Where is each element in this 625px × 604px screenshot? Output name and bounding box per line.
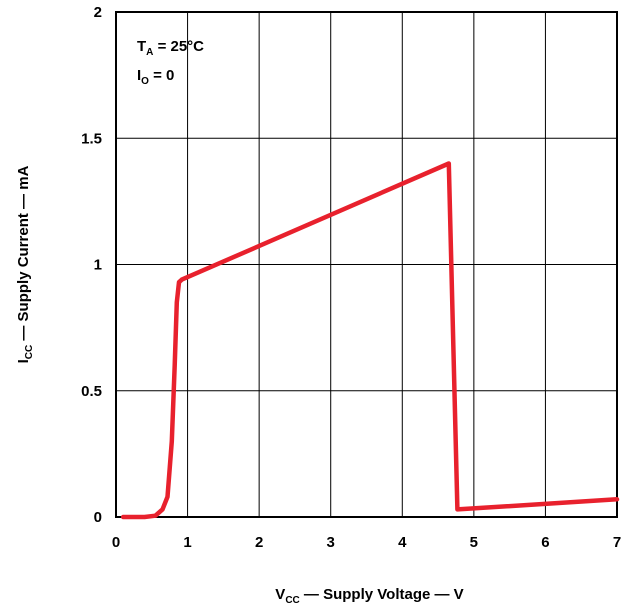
grid bbox=[115, 11, 618, 518]
x-tick-label: 4 bbox=[398, 534, 407, 551]
x-tick-label: 3 bbox=[327, 534, 335, 551]
x-tick-label: 2 bbox=[255, 534, 263, 551]
y-tick-label: 1.5 bbox=[81, 130, 102, 147]
y-tick-label: 2 bbox=[94, 4, 102, 21]
y-axis-label: ICC — Supply Current — mA bbox=[15, 165, 35, 363]
x-tick-label: 1 bbox=[183, 534, 191, 551]
x-tick-labels: 0 1 2 3 4 5 6 7 bbox=[112, 534, 621, 551]
y-tick-label: 0 bbox=[94, 509, 102, 526]
annotations: TA = 25°C IO = 0 bbox=[137, 38, 204, 87]
y-tick-labels: 0 0.5 1 1.5 2 bbox=[81, 4, 102, 526]
series-line bbox=[120, 161, 620, 520]
x-tick-label: 7 bbox=[613, 534, 621, 551]
annotation-text: TA = 25°C bbox=[137, 38, 204, 58]
x-tick-label: 0 bbox=[112, 534, 120, 551]
y-tick-label: 0.5 bbox=[81, 383, 102, 400]
y-tick-label: 1 bbox=[94, 257, 102, 274]
annotation-text: IO = 0 bbox=[137, 67, 174, 87]
x-axis-label: VCC — Supply Voltage — V bbox=[275, 586, 463, 604]
plot-frame bbox=[115, 11, 618, 518]
x-tick-label: 5 bbox=[470, 534, 478, 551]
x-tick-label: 6 bbox=[541, 534, 549, 551]
